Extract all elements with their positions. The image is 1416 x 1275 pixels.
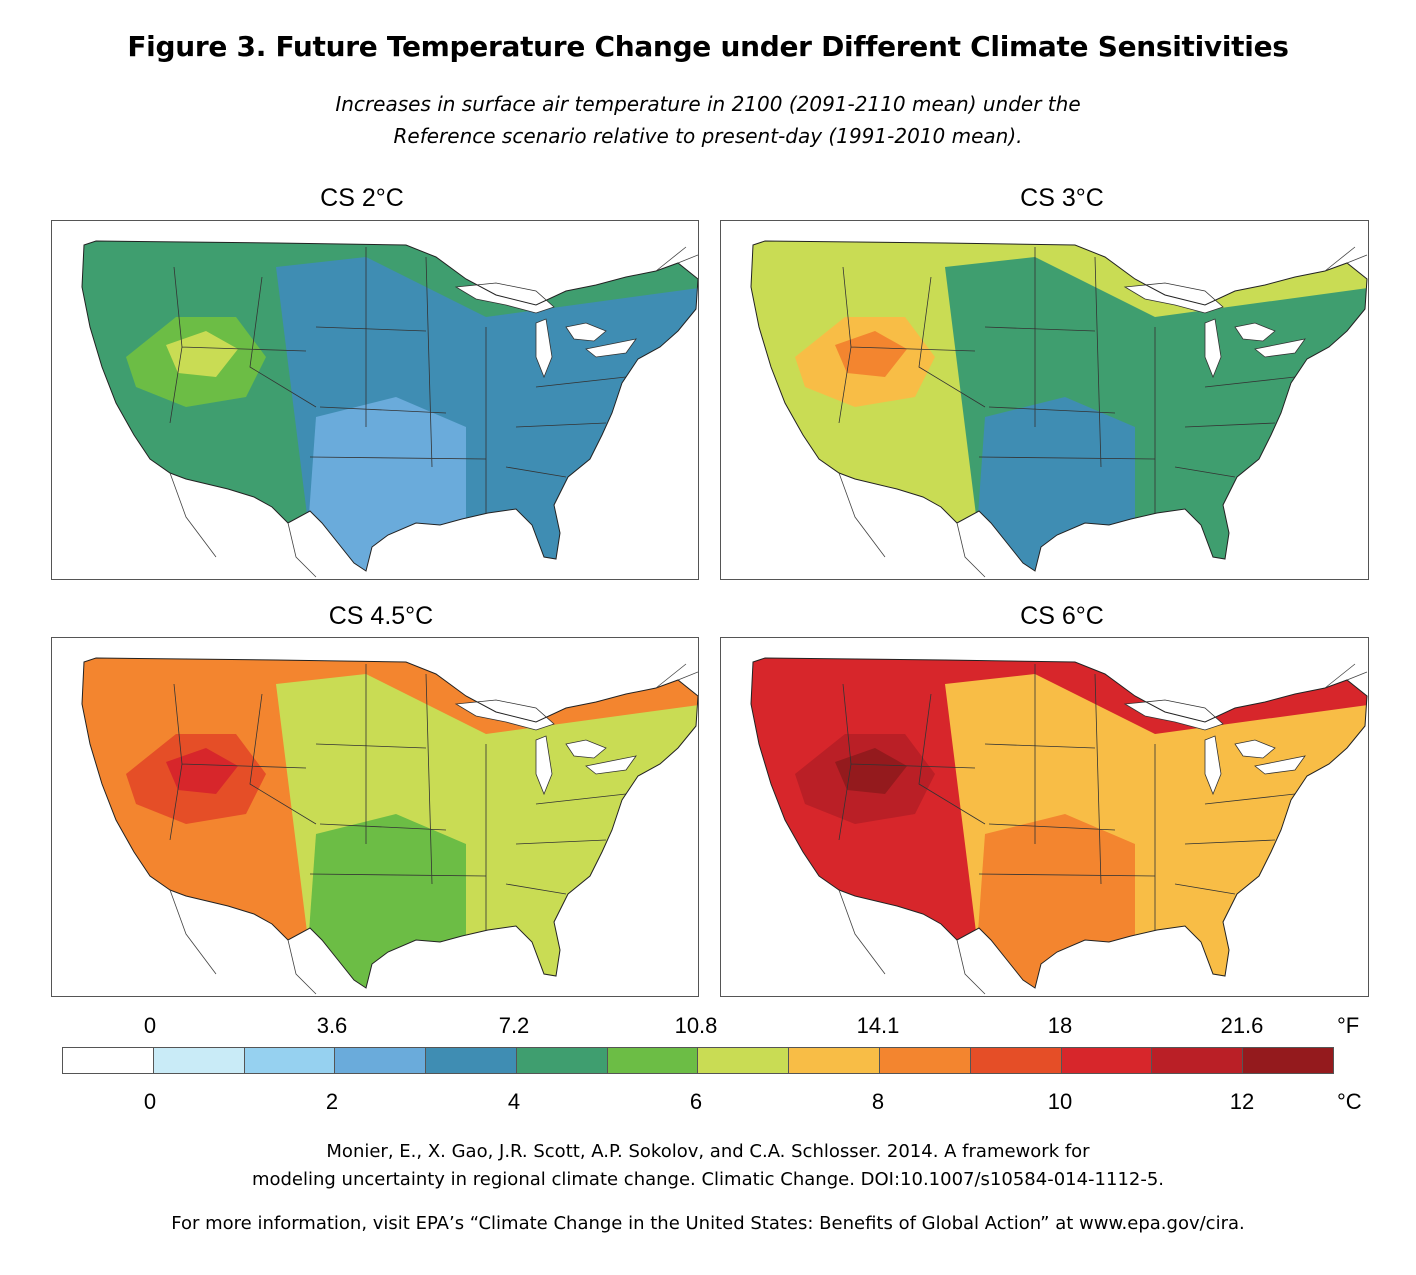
- citation-line-1: Monier, E., X. Gao, J.R. Scott, A.P. Sok…: [326, 1141, 1090, 1162]
- us-temperature-map-cs2: [81, 240, 698, 578]
- region-south-fill: [306, 814, 466, 988]
- celsius-tick: 2: [325, 1089, 339, 1114]
- panel-label-cs45: CS 4.5°C: [328, 602, 434, 630]
- citation-line-2: modeling uncertainty in regional climate…: [251, 1169, 1165, 1190]
- temperature-fill: [82, 658, 698, 988]
- temperature-fill: [751, 658, 1367, 988]
- great-lakes: [454, 282, 637, 379]
- fahrenheit-unit: °F: [1337, 1013, 1360, 1038]
- color-swatch: [335, 1048, 427, 1073]
- celsius-tick: 12: [1229, 1089, 1255, 1114]
- us-temperature-map-cs6: [750, 657, 1368, 995]
- temperature-fill: [82, 241, 698, 571]
- neighbor-coastline: [169, 663, 698, 995]
- panel-label-cs3: CS 3°C: [1020, 184, 1104, 212]
- map-panel-cs2: [51, 220, 699, 580]
- great-lakes: [454, 699, 637, 796]
- temperature-fill: [751, 241, 1367, 571]
- state-borders: [838, 247, 1296, 517]
- subtitle-line-2: Reference scenario relative to present-d…: [393, 124, 1023, 148]
- state-borders: [169, 247, 627, 517]
- celsius-tick: 10: [1047, 1089, 1073, 1114]
- fahrenheit-tick: 10.8: [674, 1013, 718, 1038]
- color-swatch: [244, 1048, 336, 1073]
- celsius-tick: 8: [871, 1089, 885, 1114]
- us-outline: [750, 657, 1368, 989]
- map-group: [750, 657, 1368, 995]
- region-south-fill: [975, 397, 1135, 571]
- color-swatch: [516, 1048, 608, 1073]
- great-lakes: [1123, 282, 1306, 379]
- map-panel-cs45: [51, 637, 699, 997]
- region-hotspot-fill: [166, 331, 238, 377]
- fahrenheit-tick: 0: [143, 1013, 157, 1038]
- us-temperature-map-cs45: [81, 657, 698, 995]
- color-swatch: [970, 1048, 1062, 1073]
- region-south-fill: [306, 397, 466, 571]
- map-group: [81, 657, 698, 995]
- us-temperature-map-cs3: [750, 240, 1368, 578]
- neighbor-coastline: [838, 246, 1368, 578]
- color-swatch: [426, 1048, 517, 1073]
- region-hotspot-fill: [835, 748, 907, 794]
- color-swatch: [607, 1048, 699, 1073]
- map-group: [750, 240, 1368, 578]
- neighbor-coastline: [169, 246, 698, 578]
- panel-label-cs2: CS 2°C: [320, 184, 404, 212]
- color-swatch: [1152, 1048, 1244, 1073]
- subtitle-line-1: Increases in surface air temperature in …: [335, 92, 1081, 116]
- color-swatch: [63, 1048, 154, 1073]
- celsius-unit: °C: [1337, 1089, 1362, 1114]
- region-hotspot-fill: [835, 331, 907, 377]
- color-swatch: [153, 1048, 245, 1073]
- color-swatch: [789, 1048, 881, 1073]
- fahrenheit-tick: 7.2: [498, 1013, 530, 1038]
- fahrenheit-tick: 14.1: [856, 1013, 900, 1038]
- color-swatch: [698, 1048, 790, 1073]
- us-outline: [750, 240, 1368, 572]
- color-scale-bar: [62, 1047, 1334, 1074]
- map-panel-cs3: [720, 220, 1369, 580]
- fahrenheit-tick: 18: [1047, 1013, 1073, 1038]
- citation: Monier, E., X. Gao, J.R. Scott, A.P. Sok…: [158, 1138, 1258, 1194]
- neighbor-coastline: [838, 663, 1368, 995]
- us-outline: [81, 657, 698, 989]
- fahrenheit-tick: 3.6: [316, 1013, 348, 1038]
- state-borders: [838, 664, 1296, 934]
- figure-subtitle: Increases in surface air temperature in …: [208, 88, 1208, 152]
- color-swatch: [880, 1048, 971, 1073]
- map-panel-cs6: [720, 637, 1369, 997]
- region-south-fill: [975, 814, 1135, 988]
- more-info-text: For more information, visit EPA’s “Clima…: [171, 1213, 1245, 1234]
- map-group: [81, 240, 698, 578]
- figure-title: Figure 3. Future Temperature Change unde…: [127, 30, 1289, 63]
- color-swatch: [1243, 1048, 1333, 1073]
- panel-label-cs6: CS 6°C: [1020, 602, 1104, 630]
- us-outline: [81, 240, 698, 572]
- celsius-tick: 6: [689, 1089, 703, 1114]
- color-swatch: [1061, 1048, 1153, 1073]
- great-lakes: [1123, 699, 1306, 796]
- celsius-tick: 0: [143, 1089, 157, 1114]
- region-hotspot-fill: [166, 748, 238, 794]
- state-borders: [169, 664, 627, 934]
- fahrenheit-tick: 21.6: [1220, 1013, 1264, 1038]
- celsius-tick: 4: [507, 1089, 521, 1114]
